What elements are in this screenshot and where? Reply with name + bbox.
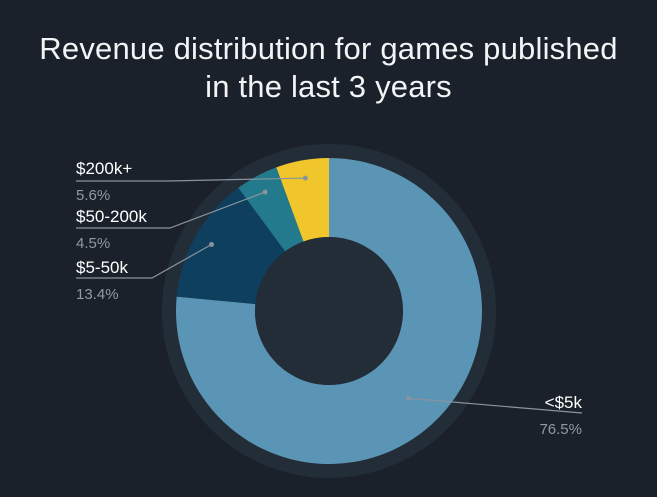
leader-line-0 [408,397,583,414]
slice-label-2: $50-200k [76,207,147,226]
slice-percent-3: 5.6% [76,187,110,204]
slice-0 [176,158,482,464]
leader-line-2 [76,191,266,229]
slice-2 [238,167,304,252]
slice-label-0: <$5k [545,393,583,412]
chart-title-line-1: Revenue distribution for games published [39,31,618,66]
leader-line-3 [76,177,306,182]
slice-percent-2: 4.5% [76,235,110,252]
slice-label-1: $5-50k [76,258,128,277]
chart-title-line-2: in the last 3 years [205,69,452,104]
slice-percent-1: 13.4% [76,286,119,303]
slice-labels: <$5k 76.5% $5-50k 13.4% $50-200k 4.5% $200k+ 5.… [76,159,582,438]
label-leader-lines [76,175,583,414]
leader-line-1 [76,243,212,279]
donut-slices [176,158,482,464]
slice-label-3: $200k+ [76,159,132,178]
chart-title: Revenue distribution for games published… [0,30,657,106]
slice-percent-0: 76.5% [539,421,582,438]
slice-1 [176,187,286,305]
donut-hole [255,237,403,385]
